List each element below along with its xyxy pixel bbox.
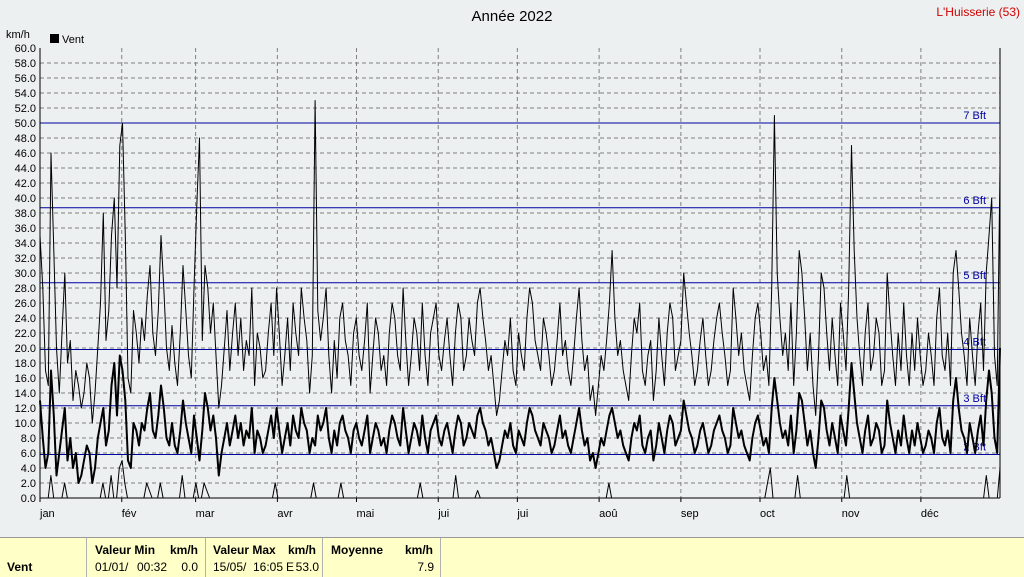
avg-value: 7.9 <box>417 560 434 574</box>
y-tick-label: 34.0 <box>15 238 36 250</box>
min-cell: Valeur Min km/h 01/01/ 00:32 0.0 <box>86 538 202 577</box>
y-tick-label: 0.0 <box>21 493 36 505</box>
y-tick-label: 4.0 <box>21 463 36 475</box>
y-tick-label: 54.0 <box>15 88 36 100</box>
y-tick-label: 8.0 <box>21 433 36 445</box>
avg-unit: km/h <box>405 543 434 557</box>
max-time: 16:05 <box>253 560 284 574</box>
chart-title: Année 2022 <box>472 8 553 25</box>
legend-label: Vent <box>62 34 84 46</box>
y-axis-unit: km/h <box>6 29 30 41</box>
y-tick-label: 58.0 <box>15 58 36 70</box>
beaufort-label: 3 Bft <box>963 393 986 405</box>
x-tick-label: jui <box>516 508 528 520</box>
y-tick-label: 32.0 <box>15 253 36 265</box>
y-tick-label: 10.0 <box>15 418 36 430</box>
x-tick-label: avr <box>277 508 293 520</box>
stats-bar: Vent Valeur Min km/h 01/01/ 00:32 0.0 Va… <box>0 537 1024 577</box>
y-tick-label: 50.0 <box>15 118 36 130</box>
min-date: 01/01/ <box>95 560 129 574</box>
beaufort-label: 6 Bft <box>963 195 986 207</box>
min-time: 00:32 <box>137 560 168 574</box>
series-line-daily-minimum <box>40 460 1001 499</box>
max-direction: E <box>286 560 295 574</box>
y-tick-label: 60.0 <box>15 43 36 55</box>
max-header: Valeur Max <box>213 543 276 557</box>
x-tick-label: jui <box>437 508 449 520</box>
y-tick-label: 44.0 <box>15 163 36 175</box>
y-tick-label: 24.0 <box>15 313 36 325</box>
y-tick-label: 22.0 <box>15 328 36 340</box>
y-tick-label: 16.0 <box>15 373 36 385</box>
max-value: 53.0 <box>295 560 319 574</box>
axes: 0.0 2.0 4.0 6.0 8.0 10.0 12.0 14.0 16.0 18.0 20.0 2… <box>15 43 1001 520</box>
x-tick-label: aoû <box>599 508 617 520</box>
y-tick-label: 6.0 <box>21 448 36 460</box>
min-value: 0.0 <box>181 560 198 574</box>
y-tick-label: 12.0 <box>15 403 36 415</box>
location-label: L'Huisserie (53) <box>936 5 1020 19</box>
avg-cell: Moyenne km/h 7.9 <box>322 538 441 577</box>
x-tick-label: fév <box>122 508 137 520</box>
y-tick-label: 38.0 <box>15 208 36 220</box>
beaufort-label: 7 Bft <box>963 110 986 122</box>
y-tick-label: 46.0 <box>15 148 36 160</box>
max-unit: km/h <box>288 543 317 557</box>
y-tick-label: 56.0 <box>15 73 36 85</box>
y-tick-label: 48.0 <box>15 133 36 145</box>
max-cell: Valeur Max km/h 15/05/ 16:05 E 53.0 <box>205 538 323 577</box>
y-tick-label: 26.0 <box>15 298 36 310</box>
max-date: 15/05/ <box>213 560 247 574</box>
x-tick-label: jan <box>39 508 55 520</box>
x-tick-label: mar <box>196 508 215 520</box>
y-tick-label: 18.0 <box>15 358 36 370</box>
series-line-daily-mean <box>39 347 1001 484</box>
wind-chart: Année 2022 L'Huisserie (53) km/h Vent 2 … <box>6 5 1020 520</box>
series-line-daily-maximum <box>39 100 1001 424</box>
x-tick-label: mai <box>356 508 374 520</box>
beaufort-label: 5 Bft <box>963 270 986 282</box>
legend-swatch <box>50 34 59 43</box>
x-tick-label: oct <box>760 508 775 520</box>
x-tick-label: déc <box>921 508 939 520</box>
min-unit: km/h <box>170 543 199 557</box>
y-tick-label: 14.0 <box>15 388 36 400</box>
y-tick-label: 52.0 <box>15 103 36 115</box>
avg-header: Moyenne <box>331 543 384 557</box>
y-tick-label: 28.0 <box>15 283 36 295</box>
y-tick-label: 2.0 <box>21 478 36 490</box>
y-tick-label: 30.0 <box>15 268 36 280</box>
y-tick-label: 20.0 <box>15 343 36 355</box>
grid <box>40 48 1000 498</box>
x-tick-label: nov <box>842 508 860 520</box>
y-tick-label: 36.0 <box>15 223 36 235</box>
y-tick-label: 40.0 <box>15 193 36 205</box>
stats-row-label: Vent <box>7 560 33 574</box>
y-tick-label: 42.0 <box>15 178 36 190</box>
min-header: Valeur Min <box>95 543 156 557</box>
x-tick-label: sep <box>681 508 699 520</box>
